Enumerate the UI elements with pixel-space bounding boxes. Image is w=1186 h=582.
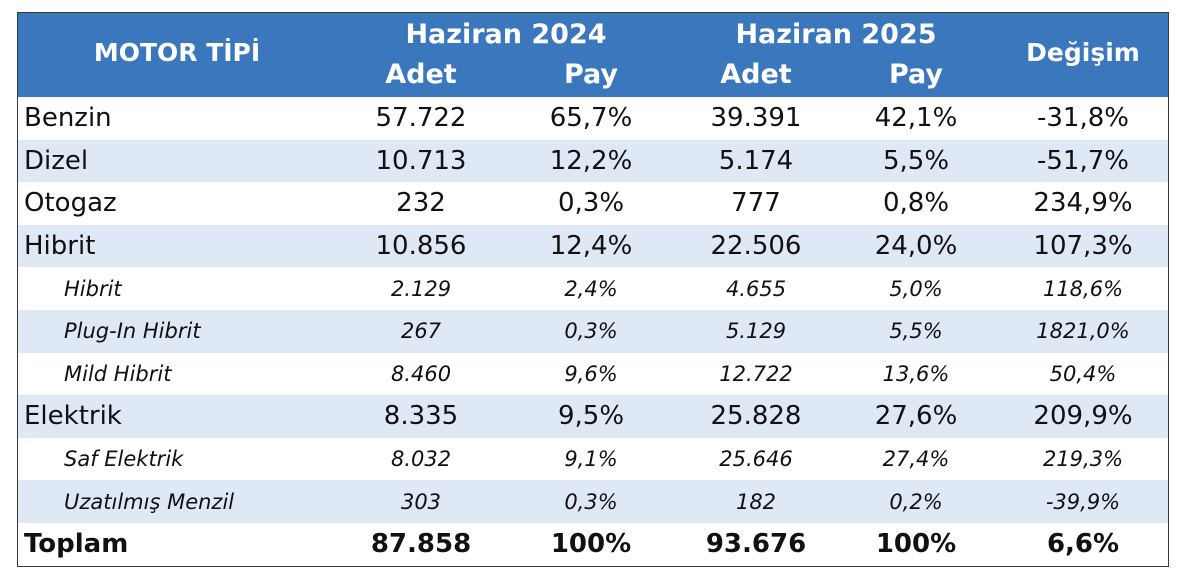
row-name: Hibrit <box>64 276 122 301</box>
cell-degisim: 1821,0% <box>1036 319 1130 344</box>
cell-adet-2025: 39.391 <box>710 103 802 134</box>
row-name: Plug-In Hibrit <box>64 319 201 344</box>
row-name: Benzin <box>24 103 112 134</box>
cell-pay-2024: 9,6% <box>564 361 618 386</box>
table-header: MOTOR TİPİ Haziran 2024 Haziran 2025 Ade… <box>18 13 1168 97</box>
cell-adet-2024: 10.856 <box>375 231 467 262</box>
cell-degisim: 6,6% <box>1046 529 1120 560</box>
cell-adet-2025: 25.828 <box>710 401 802 432</box>
cell-adet-2024: 10.713 <box>375 145 467 176</box>
header-period-2024: Haziran 2024 <box>405 19 607 50</box>
cell-adet-2025: 93.676 <box>705 529 807 560</box>
table-row-toplam: Toplam 87.858 100% 93.676 100% 6,6% <box>18 523 1168 566</box>
header-motor-tipi: MOTOR TİPİ <box>93 38 261 67</box>
cell-adet-2025: 777 <box>731 188 781 219</box>
cell-degisim: -31,8% <box>1037 103 1129 134</box>
cell-degisim: 209,9% <box>1033 401 1133 432</box>
cell-adet-2025: 25.646 <box>719 447 793 472</box>
cell-pay-2025: 27,6% <box>874 401 958 432</box>
cell-adet-2024: 87.858 <box>370 529 472 560</box>
header-adet-2025: Adet <box>720 59 792 90</box>
cell-degisim: 118,6% <box>1042 276 1124 301</box>
table-row-saf-elektrik: Saf Elektrik 8.032 9,1% 25.646 27,4% 219… <box>18 438 1168 481</box>
cell-pay-2024: 0,3% <box>564 489 618 514</box>
cell-pay-2024: 65,7% <box>549 103 633 134</box>
table-row-mild-hibrit: Mild Hibrit 8.460 9,6% 12.722 13,6% 50,4… <box>18 353 1168 396</box>
cell-degisim: -39,9% <box>1045 489 1121 514</box>
cell-pay-2025: 24,0% <box>874 231 958 262</box>
cell-adet-2024: 303 <box>400 489 442 514</box>
cell-pay-2025: 0,2% <box>889 489 943 514</box>
table-row-dizel: Dizel 10.713 12,2% 5.174 5,5% -51,7% <box>18 139 1168 183</box>
cell-pay-2024: 2,4% <box>564 276 618 301</box>
cell-pay-2025: 5,5% <box>882 145 950 176</box>
row-name: Elektrik <box>24 401 122 432</box>
cell-degisim: 50,4% <box>1049 361 1117 386</box>
cell-adet-2024: 267 <box>400 319 442 344</box>
table-body: Benzin 57.722 65,7% 39.391 42,1% -31,8% … <box>18 97 1168 566</box>
table-row-plug-in-hibrit: Plug-In Hibrit 267 0,3% 5.129 5,5% 1821,… <box>18 309 1168 353</box>
header-degisim: Değişim <box>1026 38 1140 67</box>
cell-pay-2025: 42,1% <box>874 103 958 134</box>
cell-pay-2025: 5,0% <box>889 276 943 301</box>
cell-adet-2025: 182 <box>735 489 777 514</box>
cell-adet-2025: 22.506 <box>710 231 802 262</box>
cell-adet-2024: 8.335 <box>383 401 459 432</box>
cell-adet-2025: 12.722 <box>719 361 793 386</box>
row-name: Saf Elektrik <box>64 447 184 472</box>
table-row-hibrit: Hibrit 10.856 12,4% 22.506 24,0% 107,3% <box>18 224 1168 268</box>
table-row-otogaz: Otogaz 232 0,3% 777 0,8% 234,9% <box>18 182 1168 225</box>
cell-adet-2024: 2.129 <box>390 276 452 301</box>
row-name: Uzatılmış Menzil <box>64 489 235 514</box>
cell-degisim: 219,3% <box>1042 447 1124 472</box>
header-pay-2025: Pay <box>888 59 944 90</box>
table-row-hibrit-sub: Hibrit 2.129 2,4% 4.655 5,0% 118,6% <box>18 267 1168 310</box>
table-row-uzatilmis-menzil: Uzatılmış Menzil 303 0,3% 182 0,2% -39,9… <box>18 480 1168 523</box>
cell-pay-2024: 0,3% <box>557 188 625 219</box>
cell-adet-2024: 57.722 <box>375 103 467 134</box>
cell-degisim: -51,7% <box>1037 145 1129 176</box>
row-name: Otogaz <box>24 188 117 219</box>
row-name: Toplam <box>24 529 129 560</box>
cell-adet-2025: 4.655 <box>725 276 787 301</box>
header-adet-2024: Adet <box>385 59 457 90</box>
cell-pay-2025: 100% <box>875 529 957 560</box>
cell-adet-2024: 232 <box>396 188 446 219</box>
row-name: Hibrit <box>24 231 96 262</box>
motor-type-table: MOTOR TİPİ Haziran 2024 Haziran 2025 Ade… <box>17 12 1169 567</box>
cell-pay-2025: 0,8% <box>882 188 950 219</box>
cell-degisim: 234,9% <box>1033 188 1133 219</box>
header-period-2025: Haziran 2025 <box>735 19 937 50</box>
cell-adet-2024: 8.032 <box>390 447 452 472</box>
table-row-elektrik: Elektrik 8.335 9,5% 25.828 27,6% 209,9% <box>18 395 1168 438</box>
cell-pay-2024: 12,2% <box>549 145 633 176</box>
cell-adet-2025: 5.174 <box>718 145 794 176</box>
cell-pay-2025: 5,5% <box>889 319 943 344</box>
row-name: Dizel <box>24 145 89 176</box>
cell-pay-2024: 12,4% <box>549 231 633 262</box>
cell-pay-2025: 13,6% <box>882 361 950 386</box>
cell-pay-2025: 27,4% <box>882 447 950 472</box>
table-row-benzin: Benzin 57.722 65,7% 39.391 42,1% -31,8% <box>18 97 1168 140</box>
cell-pay-2024: 0,3% <box>564 319 618 344</box>
cell-pay-2024: 100% <box>550 529 632 560</box>
cell-pay-2024: 9,5% <box>557 401 625 432</box>
cell-adet-2025: 5.129 <box>725 319 787 344</box>
cell-adet-2024: 8.460 <box>390 361 452 386</box>
row-name: Mild Hibrit <box>64 361 172 386</box>
header-pay-2024: Pay <box>563 59 619 90</box>
cell-degisim: 107,3% <box>1033 231 1133 262</box>
cell-pay-2024: 9,1% <box>564 447 618 472</box>
